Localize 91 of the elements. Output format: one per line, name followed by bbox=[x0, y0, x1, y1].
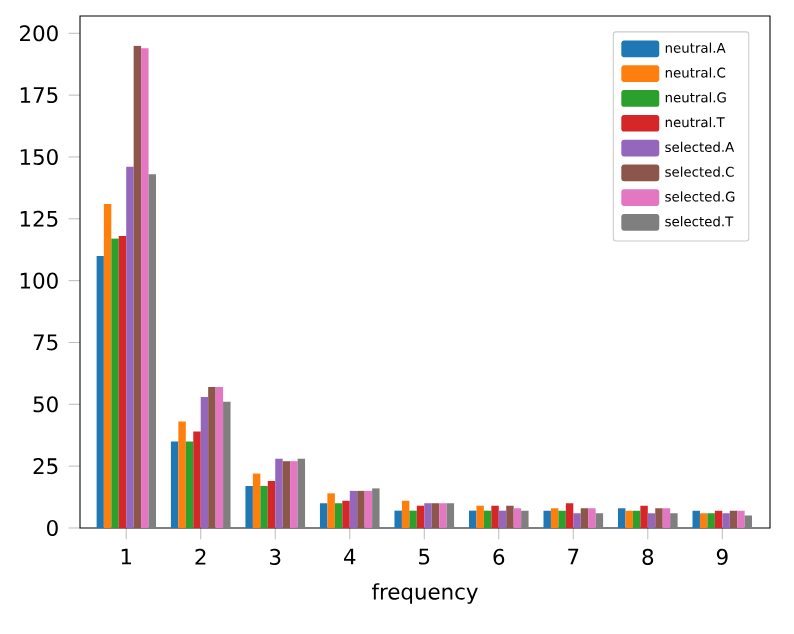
bar bbox=[439, 503, 447, 528]
x-tick-label: 8 bbox=[642, 548, 654, 565]
bar bbox=[491, 505, 499, 528]
bar bbox=[103, 203, 112, 528]
bar bbox=[364, 490, 373, 528]
bar bbox=[729, 510, 738, 528]
bar bbox=[446, 503, 455, 528]
bar bbox=[349, 490, 358, 528]
bar bbox=[282, 461, 291, 528]
bar bbox=[573, 513, 581, 528]
bar bbox=[558, 510, 566, 528]
x-tick-label: 2 bbox=[195, 548, 206, 565]
bar bbox=[692, 510, 700, 528]
bar bbox=[580, 508, 589, 528]
bar bbox=[178, 421, 186, 528]
bar bbox=[319, 503, 328, 528]
bar bbox=[193, 431, 201, 528]
bar bbox=[506, 505, 514, 528]
y-tick-label: 175 bbox=[20, 87, 58, 104]
bar bbox=[431, 503, 440, 528]
bar bbox=[416, 505, 425, 528]
bar bbox=[327, 493, 335, 528]
bar bbox=[170, 441, 179, 528]
y-tick-label: 75 bbox=[33, 334, 58, 351]
bar bbox=[126, 166, 134, 528]
bar bbox=[401, 500, 410, 528]
x-tick-label: 4 bbox=[344, 548, 356, 565]
bar bbox=[372, 488, 380, 528]
bar bbox=[111, 238, 119, 528]
bar bbox=[334, 503, 343, 528]
bar bbox=[670, 513, 678, 528]
bar bbox=[588, 508, 596, 528]
x-tick-label: 1 bbox=[121, 548, 132, 565]
bar bbox=[617, 508, 626, 528]
bar bbox=[483, 510, 492, 528]
bar bbox=[133, 45, 142, 528]
bar bbox=[409, 510, 417, 528]
bar bbox=[208, 386, 216, 528]
bar bbox=[297, 458, 306, 528]
bar bbox=[260, 485, 268, 528]
bar bbox=[647, 513, 656, 528]
x-tick-label: 5 bbox=[419, 548, 430, 565]
bar bbox=[521, 510, 529, 528]
bar bbox=[662, 508, 671, 528]
bar bbox=[215, 386, 224, 528]
bar bbox=[744, 515, 753, 528]
bar bbox=[275, 458, 283, 528]
y-tick-label: 100 bbox=[20, 272, 58, 289]
bar bbox=[290, 461, 298, 528]
bar bbox=[699, 513, 708, 528]
bar bbox=[543, 510, 551, 528]
bar bbox=[148, 174, 157, 528]
y-tick-label: 25 bbox=[33, 458, 58, 475]
y-tick-label: 50 bbox=[33, 396, 58, 413]
bar bbox=[565, 503, 574, 528]
bar bbox=[141, 48, 149, 528]
bar bbox=[394, 510, 402, 528]
bar bbox=[476, 505, 484, 528]
bar bbox=[737, 510, 745, 528]
bar bbox=[595, 513, 604, 528]
x-axis-title: frequency bbox=[372, 583, 478, 604]
y-tick-label: 150 bbox=[20, 148, 58, 166]
bar bbox=[722, 513, 730, 528]
y-tick-label: 0 bbox=[47, 519, 58, 537]
bar bbox=[267, 480, 276, 528]
bar bbox=[714, 510, 723, 528]
bar bbox=[655, 508, 663, 528]
bar bbox=[342, 500, 350, 528]
bar bbox=[200, 396, 209, 528]
x-tick-label: 3 bbox=[270, 548, 281, 565]
bar bbox=[640, 505, 648, 528]
bar bbox=[468, 510, 477, 528]
bar bbox=[118, 236, 127, 528]
bar bbox=[513, 508, 522, 528]
x-tick-label: 9 bbox=[716, 548, 728, 565]
y-tick-label: 200 bbox=[20, 25, 58, 42]
bar bbox=[96, 255, 104, 528]
bar bbox=[707, 513, 715, 528]
bar bbox=[245, 485, 253, 528]
bar bbox=[185, 441, 194, 528]
bar bbox=[550, 508, 559, 528]
bar bbox=[632, 510, 641, 528]
bar bbox=[424, 503, 432, 528]
x-tick-label: 7 bbox=[568, 548, 579, 565]
bar bbox=[498, 510, 507, 528]
bar bbox=[252, 473, 261, 528]
bar bbox=[357, 490, 365, 528]
bar bbox=[625, 510, 633, 528]
x-tick-label: 6 bbox=[493, 548, 505, 565]
bar bbox=[223, 401, 231, 528]
y-tick-label: 125 bbox=[20, 210, 58, 227]
